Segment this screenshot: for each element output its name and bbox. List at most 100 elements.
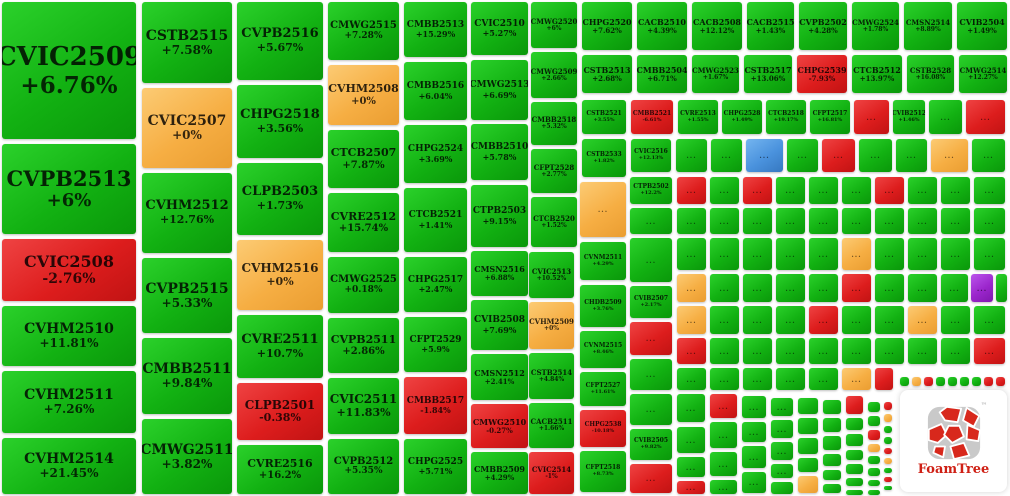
treemap-tile[interactable]: ... xyxy=(630,208,672,234)
treemap-tile-cvic2513[interactable]: CVIC2513 +10.52% xyxy=(529,252,574,298)
treemap-tile-cvhm2516[interactable]: CVHM2516 +0% xyxy=(237,240,323,310)
treemap-tile-cmwg2523[interactable]: CMWG2523 +1.67% xyxy=(692,55,739,93)
treemap-tile[interactable]: ... xyxy=(710,422,737,448)
treemap-tile-cvic2509[interactable]: CVIC2509 +6.76% xyxy=(2,2,136,139)
treemap-tile-cmsn2514[interactable]: CMSN2514 +8.89% xyxy=(904,2,952,50)
treemap-tile-cvic2514[interactable]: CVIC2514 -1% xyxy=(529,452,574,494)
treemap-tile[interactable] xyxy=(823,470,841,480)
treemap-tile-cfpt2517[interactable]: CFPT2517 +16.81% xyxy=(810,100,850,134)
treemap-tile-cvib2508[interactable]: CVIB2508 +7.69% xyxy=(471,300,528,350)
treemap-tile-cfpt2528[interactable]: CFPT2528 +2.77% xyxy=(531,149,577,193)
treemap-tile-chpg2524[interactable]: CHPG2524 +3.69% xyxy=(404,125,467,183)
treemap-tile[interactable] xyxy=(798,476,818,493)
treemap-tile[interactable] xyxy=(875,368,893,390)
treemap-tile[interactable]: ... xyxy=(771,464,793,478)
treemap-tile-cstb2533[interactable]: CSTB2533 +1.82% xyxy=(582,139,626,177)
treemap-tile[interactable] xyxy=(884,437,892,444)
treemap-tile[interactable]: ... xyxy=(842,208,871,234)
treemap-tile[interactable]: ... xyxy=(630,238,672,282)
treemap-tile[interactable]: ... xyxy=(974,306,1005,334)
treemap-tile[interactable]: ... xyxy=(842,274,871,302)
treemap-tile[interactable]: ... xyxy=(854,100,889,134)
treemap-tile-cmbb2518[interactable]: CMBB2518 +5.32% xyxy=(531,102,577,145)
treemap-tile[interactable]: ... xyxy=(822,139,855,172)
treemap-tile-cstb2521[interactable]: CSTB2521 +3.55% xyxy=(582,100,626,134)
treemap-tile-cvib2512[interactable]: CVIB2512 +1.46% xyxy=(893,100,925,134)
treemap-tile[interactable]: ... xyxy=(710,338,739,364)
treemap-tile[interactable]: ... xyxy=(677,177,706,204)
treemap-tile[interactable]: ... xyxy=(842,368,871,390)
treemap-tile-chpg2517[interactable]: CHPG2517 +2.47% xyxy=(404,257,467,312)
treemap-tile[interactable]: ... xyxy=(630,394,672,425)
treemap-tile-cvpb2515[interactable]: CVPB2515 +5.33% xyxy=(142,258,232,333)
treemap-tile[interactable] xyxy=(884,477,892,482)
treemap-tile-cfpt2527[interactable]: CFPT2527 +11.61% xyxy=(580,372,626,406)
treemap-tile[interactable] xyxy=(823,400,841,414)
treemap-tile[interactable]: ... xyxy=(771,398,793,416)
treemap-tile-cmwg2511[interactable]: CMWG2511 +3.82% xyxy=(142,419,232,494)
treemap-tile-cvpb2502[interactable]: CVPB2502 +4.28% xyxy=(799,2,847,50)
treemap-tile[interactable]: ... xyxy=(743,208,772,234)
treemap-tile[interactable]: ... xyxy=(809,368,838,390)
treemap-tile[interactable]: ... xyxy=(711,139,742,172)
treemap-tile[interactable]: ... xyxy=(908,274,937,302)
treemap-tile[interactable]: ... xyxy=(787,139,818,172)
treemap-tile-cmwg2524[interactable]: CMWG2524 +1.78% xyxy=(852,2,899,50)
treemap-tile-cvre2511[interactable]: CVRE2511 +10.7% xyxy=(237,315,323,378)
treemap-tile[interactable] xyxy=(924,377,933,386)
treemap-tile[interactable] xyxy=(846,434,863,446)
treemap-tile-cvhm2512[interactable]: CVHM2512 +12.76% xyxy=(142,173,232,253)
treemap-tile-clpb2503[interactable]: CLPB2503 +1.73% xyxy=(237,163,323,235)
treemap-tile[interactable] xyxy=(823,484,841,493)
treemap-tile-cvic2507[interactable]: CVIC2507 +0% xyxy=(142,88,232,168)
treemap-tile[interactable] xyxy=(868,444,880,452)
treemap-tile-cmwg2509[interactable]: CMWG2509 +2.66% xyxy=(531,52,577,98)
treemap-tile[interactable]: ... xyxy=(941,177,970,204)
treemap-tile[interactable] xyxy=(868,402,880,412)
treemap-tile-cvib2504[interactable]: CVIB2504 +1.49% xyxy=(957,2,1007,50)
treemap-tile[interactable]: ... xyxy=(941,208,970,234)
treemap-tile-chpg2528[interactable]: CHPG2528 +1.49% xyxy=(722,100,762,134)
treemap-tile[interactable] xyxy=(960,377,969,386)
treemap-tile[interactable]: ... xyxy=(630,322,672,355)
treemap-tile-cmwg2510[interactable]: CMWG2510 -0.27% xyxy=(471,404,528,448)
treemap-tile[interactable] xyxy=(868,468,880,476)
treemap-tile[interactable]: ... xyxy=(974,177,1005,204)
treemap-tile[interactable]: ... xyxy=(776,238,805,270)
treemap-tile-cmbb2517[interactable]: CMBB2517 -1.84% xyxy=(404,377,467,434)
treemap-tile[interactable] xyxy=(846,418,863,430)
treemap-tile-cmbb2516[interactable]: CMBB2516 +6.04% xyxy=(404,62,467,120)
treemap-tile[interactable] xyxy=(868,480,880,486)
treemap-tile[interactable]: ... xyxy=(929,100,962,134)
treemap-tile[interactable]: ... xyxy=(742,446,766,468)
treemap-tile-cvhm2510[interactable]: CVHM2510 +11.81% xyxy=(2,306,136,366)
treemap-tile-cacb2515[interactable]: CACB2515 +1.43% xyxy=(747,2,794,50)
treemap-tile-cvhm2511[interactable]: CVHM2511 +7.26% xyxy=(2,371,136,433)
treemap-tile[interactable]: ... xyxy=(710,274,739,302)
treemap-tile[interactable]: ... xyxy=(677,274,706,302)
treemap-tile[interactable]: ... xyxy=(809,306,838,334)
treemap-tile[interactable]: ... xyxy=(677,208,706,234)
treemap-tile-cvre2512[interactable]: CVRE2512 +15.74% xyxy=(328,193,399,252)
treemap-tile[interactable]: ... xyxy=(710,480,737,494)
treemap-tile-cvnm2515[interactable]: CVNM2515 +8.46% xyxy=(580,331,626,368)
treemap-tile[interactable] xyxy=(996,377,1005,386)
treemap-tile[interactable]: ... xyxy=(743,274,772,302)
treemap-tile[interactable]: ... xyxy=(630,359,672,390)
treemap-tile[interactable]: ... xyxy=(743,338,772,364)
treemap-tile-cvnm2511[interactable]: CVNM2511 +4.29% xyxy=(580,242,626,280)
treemap-tile[interactable] xyxy=(948,377,957,386)
treemap-tile[interactable]: ... xyxy=(776,306,805,334)
treemap-tile-ctpb2503[interactable]: CTPB2503 +9.15% xyxy=(471,185,528,247)
treemap-tile-cvpb2512[interactable]: CVPB2512 +5.35% xyxy=(328,439,399,494)
treemap-tile[interactable] xyxy=(798,418,818,434)
treemap-tile[interactable]: ... xyxy=(580,182,626,237)
treemap-tile[interactable]: ... xyxy=(776,274,805,302)
treemap-tile[interactable] xyxy=(884,414,892,422)
treemap-tile-cmbb2513[interactable]: CMBB2513 +15.29% xyxy=(404,2,467,57)
treemap-tile-ctcb2520[interactable]: CTCB2520 +1.52% xyxy=(531,197,577,247)
treemap-tile[interactable]: ... xyxy=(710,208,739,234)
treemap-tile-cmwg2514[interactable]: CMWG2514 +12.27% xyxy=(959,55,1007,93)
treemap-tile[interactable]: ... xyxy=(630,464,672,493)
treemap-tile-ctcb2507[interactable]: CTCB2507 +7.87% xyxy=(328,130,399,188)
